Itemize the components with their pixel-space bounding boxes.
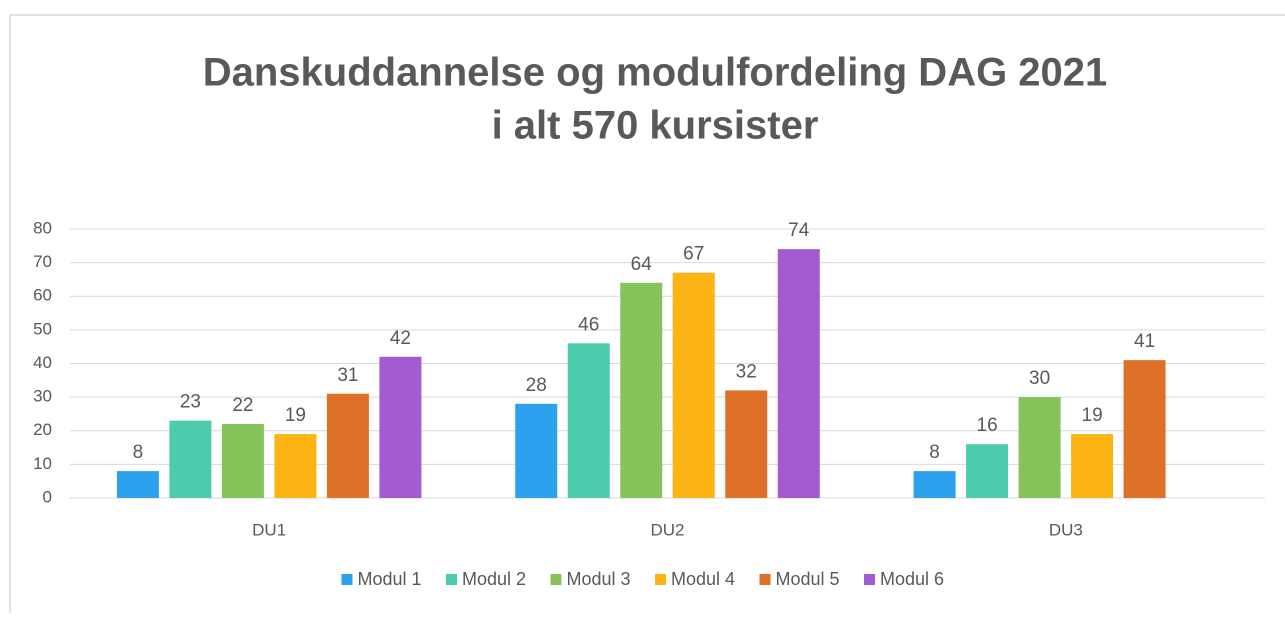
bar (672, 272, 715, 498)
value-label: 64 (631, 254, 653, 275)
bar (567, 343, 610, 498)
legend-label: Modul 1 (358, 569, 422, 589)
x-tick-label: DU2 (650, 520, 684, 539)
y-tick-label: 0 (43, 487, 52, 506)
bar (725, 390, 768, 498)
bar (913, 471, 956, 498)
legend-label: Modul 2 (462, 569, 526, 589)
value-label: 31 (337, 365, 358, 386)
legend-label: Modul 3 (567, 569, 631, 589)
value-label: 16 (977, 415, 998, 436)
bar (379, 356, 422, 498)
legend-label: Modul 6 (880, 569, 944, 589)
y-tick-label: 60 (33, 286, 52, 305)
legend-label: Modul 5 (776, 569, 840, 589)
legend-swatch (864, 574, 875, 585)
bar (620, 282, 663, 498)
bar (515, 403, 558, 498)
chart-title: Danskuddannelse og modulfordeling DAG 20… (203, 51, 1108, 95)
chart-title: i alt 570 kursister (492, 104, 819, 148)
bar (326, 393, 369, 498)
value-label: 32 (736, 361, 757, 382)
value-label: 41 (1134, 331, 1155, 352)
value-label: 46 (578, 314, 599, 335)
legend-swatch (446, 574, 457, 585)
legend-swatch (341, 574, 353, 585)
bar (221, 424, 264, 498)
x-tick-label: DU1 (252, 520, 286, 539)
bar (274, 434, 317, 498)
value-label: 8 (133, 442, 144, 463)
value-label: 28 (526, 375, 547, 396)
bar (966, 444, 1009, 498)
value-label: 19 (285, 405, 306, 426)
bar (777, 249, 820, 498)
y-tick-label: 10 (33, 454, 52, 473)
y-tick-label: 30 (33, 387, 52, 406)
legend-swatch (655, 574, 666, 585)
bar (116, 471, 159, 498)
value-label: 74 (788, 220, 810, 241)
legend-swatch (759, 574, 771, 585)
bar (1071, 434, 1114, 498)
y-tick-label: 50 (33, 319, 52, 338)
value-label: 42 (390, 328, 411, 349)
value-label: 23 (180, 392, 201, 413)
legend-label: Modul 4 (671, 569, 735, 589)
value-label: 19 (1082, 405, 1103, 426)
y-tick-label: 20 (33, 420, 52, 439)
y-tick-label: 70 (33, 252, 52, 271)
bar (1018, 397, 1061, 498)
y-tick-label: 40 (33, 353, 52, 372)
value-label: 30 (1029, 368, 1050, 389)
y-tick-label: 80 (33, 218, 52, 237)
value-label: 67 (683, 244, 704, 265)
value-label: 22 (232, 395, 253, 416)
bar (169, 420, 212, 498)
bar (1123, 360, 1166, 498)
legend-swatch (550, 574, 562, 585)
x-tick-label: DU3 (1049, 520, 1083, 539)
value-label: 8 (929, 442, 940, 463)
